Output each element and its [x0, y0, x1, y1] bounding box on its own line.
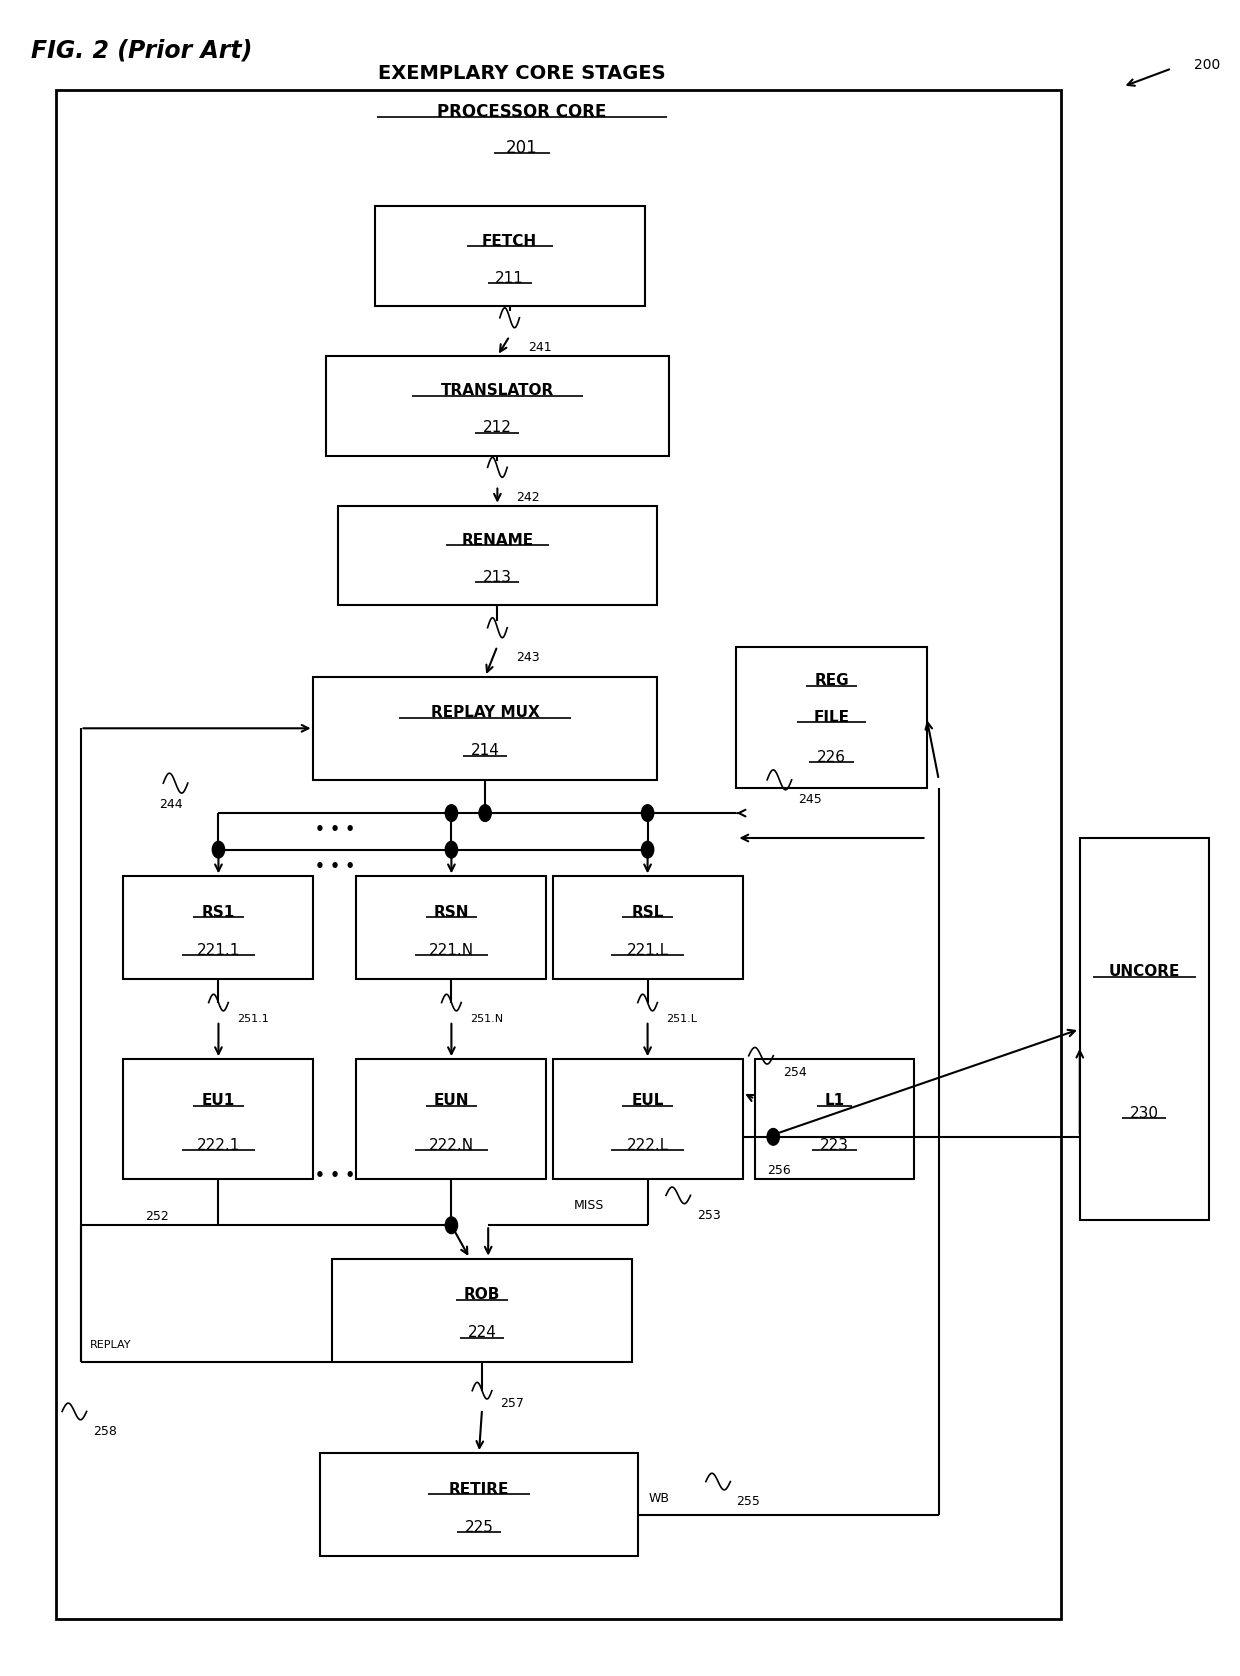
- Text: 244: 244: [160, 798, 184, 811]
- Text: RSN: RSN: [434, 905, 469, 920]
- Circle shape: [768, 1128, 780, 1145]
- Text: REPLAY: REPLAY: [91, 1339, 131, 1349]
- Text: 243: 243: [516, 652, 539, 664]
- Text: 222.1: 222.1: [197, 1138, 241, 1153]
- Circle shape: [445, 804, 458, 821]
- Bar: [124, 1059, 314, 1178]
- Text: UNCORE: UNCORE: [1109, 964, 1179, 979]
- Circle shape: [641, 841, 653, 858]
- Circle shape: [445, 1217, 458, 1234]
- Text: 223: 223: [820, 1138, 849, 1153]
- Bar: [124, 877, 314, 979]
- Text: EUN: EUN: [434, 1093, 469, 1108]
- Bar: [314, 677, 657, 779]
- Bar: [755, 1059, 914, 1178]
- Text: 221.L: 221.L: [626, 944, 668, 959]
- Text: RETIRE: RETIRE: [449, 1482, 510, 1497]
- Text: • • •: • • •: [315, 1168, 355, 1183]
- Text: 221.1: 221.1: [197, 944, 241, 959]
- Circle shape: [212, 841, 224, 858]
- Bar: [56, 91, 1061, 1619]
- Text: 211: 211: [495, 272, 525, 285]
- Text: 253: 253: [697, 1208, 720, 1222]
- Bar: [737, 647, 926, 788]
- Text: TRANSLATOR: TRANSLATOR: [440, 384, 554, 399]
- Text: 254: 254: [784, 1066, 807, 1079]
- Text: 213: 213: [482, 570, 512, 585]
- Text: RS1: RS1: [202, 905, 236, 920]
- Bar: [332, 1259, 632, 1361]
- Bar: [553, 877, 743, 979]
- Bar: [356, 1059, 547, 1178]
- Text: • • •: • • •: [315, 858, 355, 873]
- Circle shape: [445, 841, 458, 858]
- Text: 221.N: 221.N: [429, 944, 474, 959]
- Text: 251.1: 251.1: [237, 1014, 269, 1024]
- Text: FIG. 2 (Prior Art): FIG. 2 (Prior Art): [31, 39, 253, 62]
- Text: 256: 256: [768, 1163, 791, 1177]
- Text: L1: L1: [825, 1093, 844, 1108]
- Bar: [320, 1453, 639, 1555]
- Text: RENAME: RENAME: [461, 533, 533, 548]
- Text: 257: 257: [501, 1398, 525, 1411]
- Bar: [374, 206, 645, 307]
- Text: • • •: • • •: [315, 823, 355, 838]
- Text: REPLAY MUX: REPLAY MUX: [430, 706, 539, 721]
- Text: REG: REG: [815, 674, 849, 689]
- Text: 224: 224: [467, 1326, 496, 1341]
- Bar: [326, 355, 670, 456]
- Circle shape: [479, 804, 491, 821]
- Text: 226: 226: [817, 749, 846, 764]
- Text: 212: 212: [482, 421, 512, 436]
- Text: WB: WB: [649, 1492, 670, 1505]
- Text: 222.N: 222.N: [429, 1138, 474, 1153]
- Text: FILE: FILE: [813, 711, 849, 726]
- Text: EU1: EU1: [202, 1093, 236, 1108]
- Text: 251.N: 251.N: [470, 1014, 503, 1024]
- Text: 258: 258: [93, 1425, 117, 1438]
- Bar: [553, 1059, 743, 1178]
- Bar: [339, 506, 657, 605]
- Text: 242: 242: [516, 491, 539, 504]
- Text: EXEMPLARY CORE STAGES: EXEMPLARY CORE STAGES: [378, 64, 666, 82]
- Bar: [356, 877, 547, 979]
- Text: 214: 214: [471, 744, 500, 759]
- Bar: [1080, 838, 1209, 1220]
- Text: 200: 200: [1194, 59, 1220, 72]
- Text: 225: 225: [465, 1520, 494, 1535]
- Circle shape: [641, 804, 653, 821]
- Text: 245: 245: [797, 793, 822, 806]
- Text: EUL: EUL: [631, 1093, 663, 1108]
- Text: 222.L: 222.L: [626, 1138, 668, 1153]
- Text: ROB: ROB: [464, 1287, 500, 1302]
- Text: FETCH: FETCH: [482, 235, 537, 248]
- Text: MISS: MISS: [574, 1198, 604, 1212]
- Text: PROCESSOR CORE: PROCESSOR CORE: [438, 102, 606, 121]
- Text: 230: 230: [1130, 1106, 1158, 1121]
- Text: RSL: RSL: [631, 905, 663, 920]
- Text: 255: 255: [737, 1495, 760, 1508]
- Text: 201: 201: [506, 139, 538, 158]
- Text: 252: 252: [145, 1210, 169, 1223]
- Text: 241: 241: [528, 342, 552, 354]
- Text: 251.L: 251.L: [666, 1014, 697, 1024]
